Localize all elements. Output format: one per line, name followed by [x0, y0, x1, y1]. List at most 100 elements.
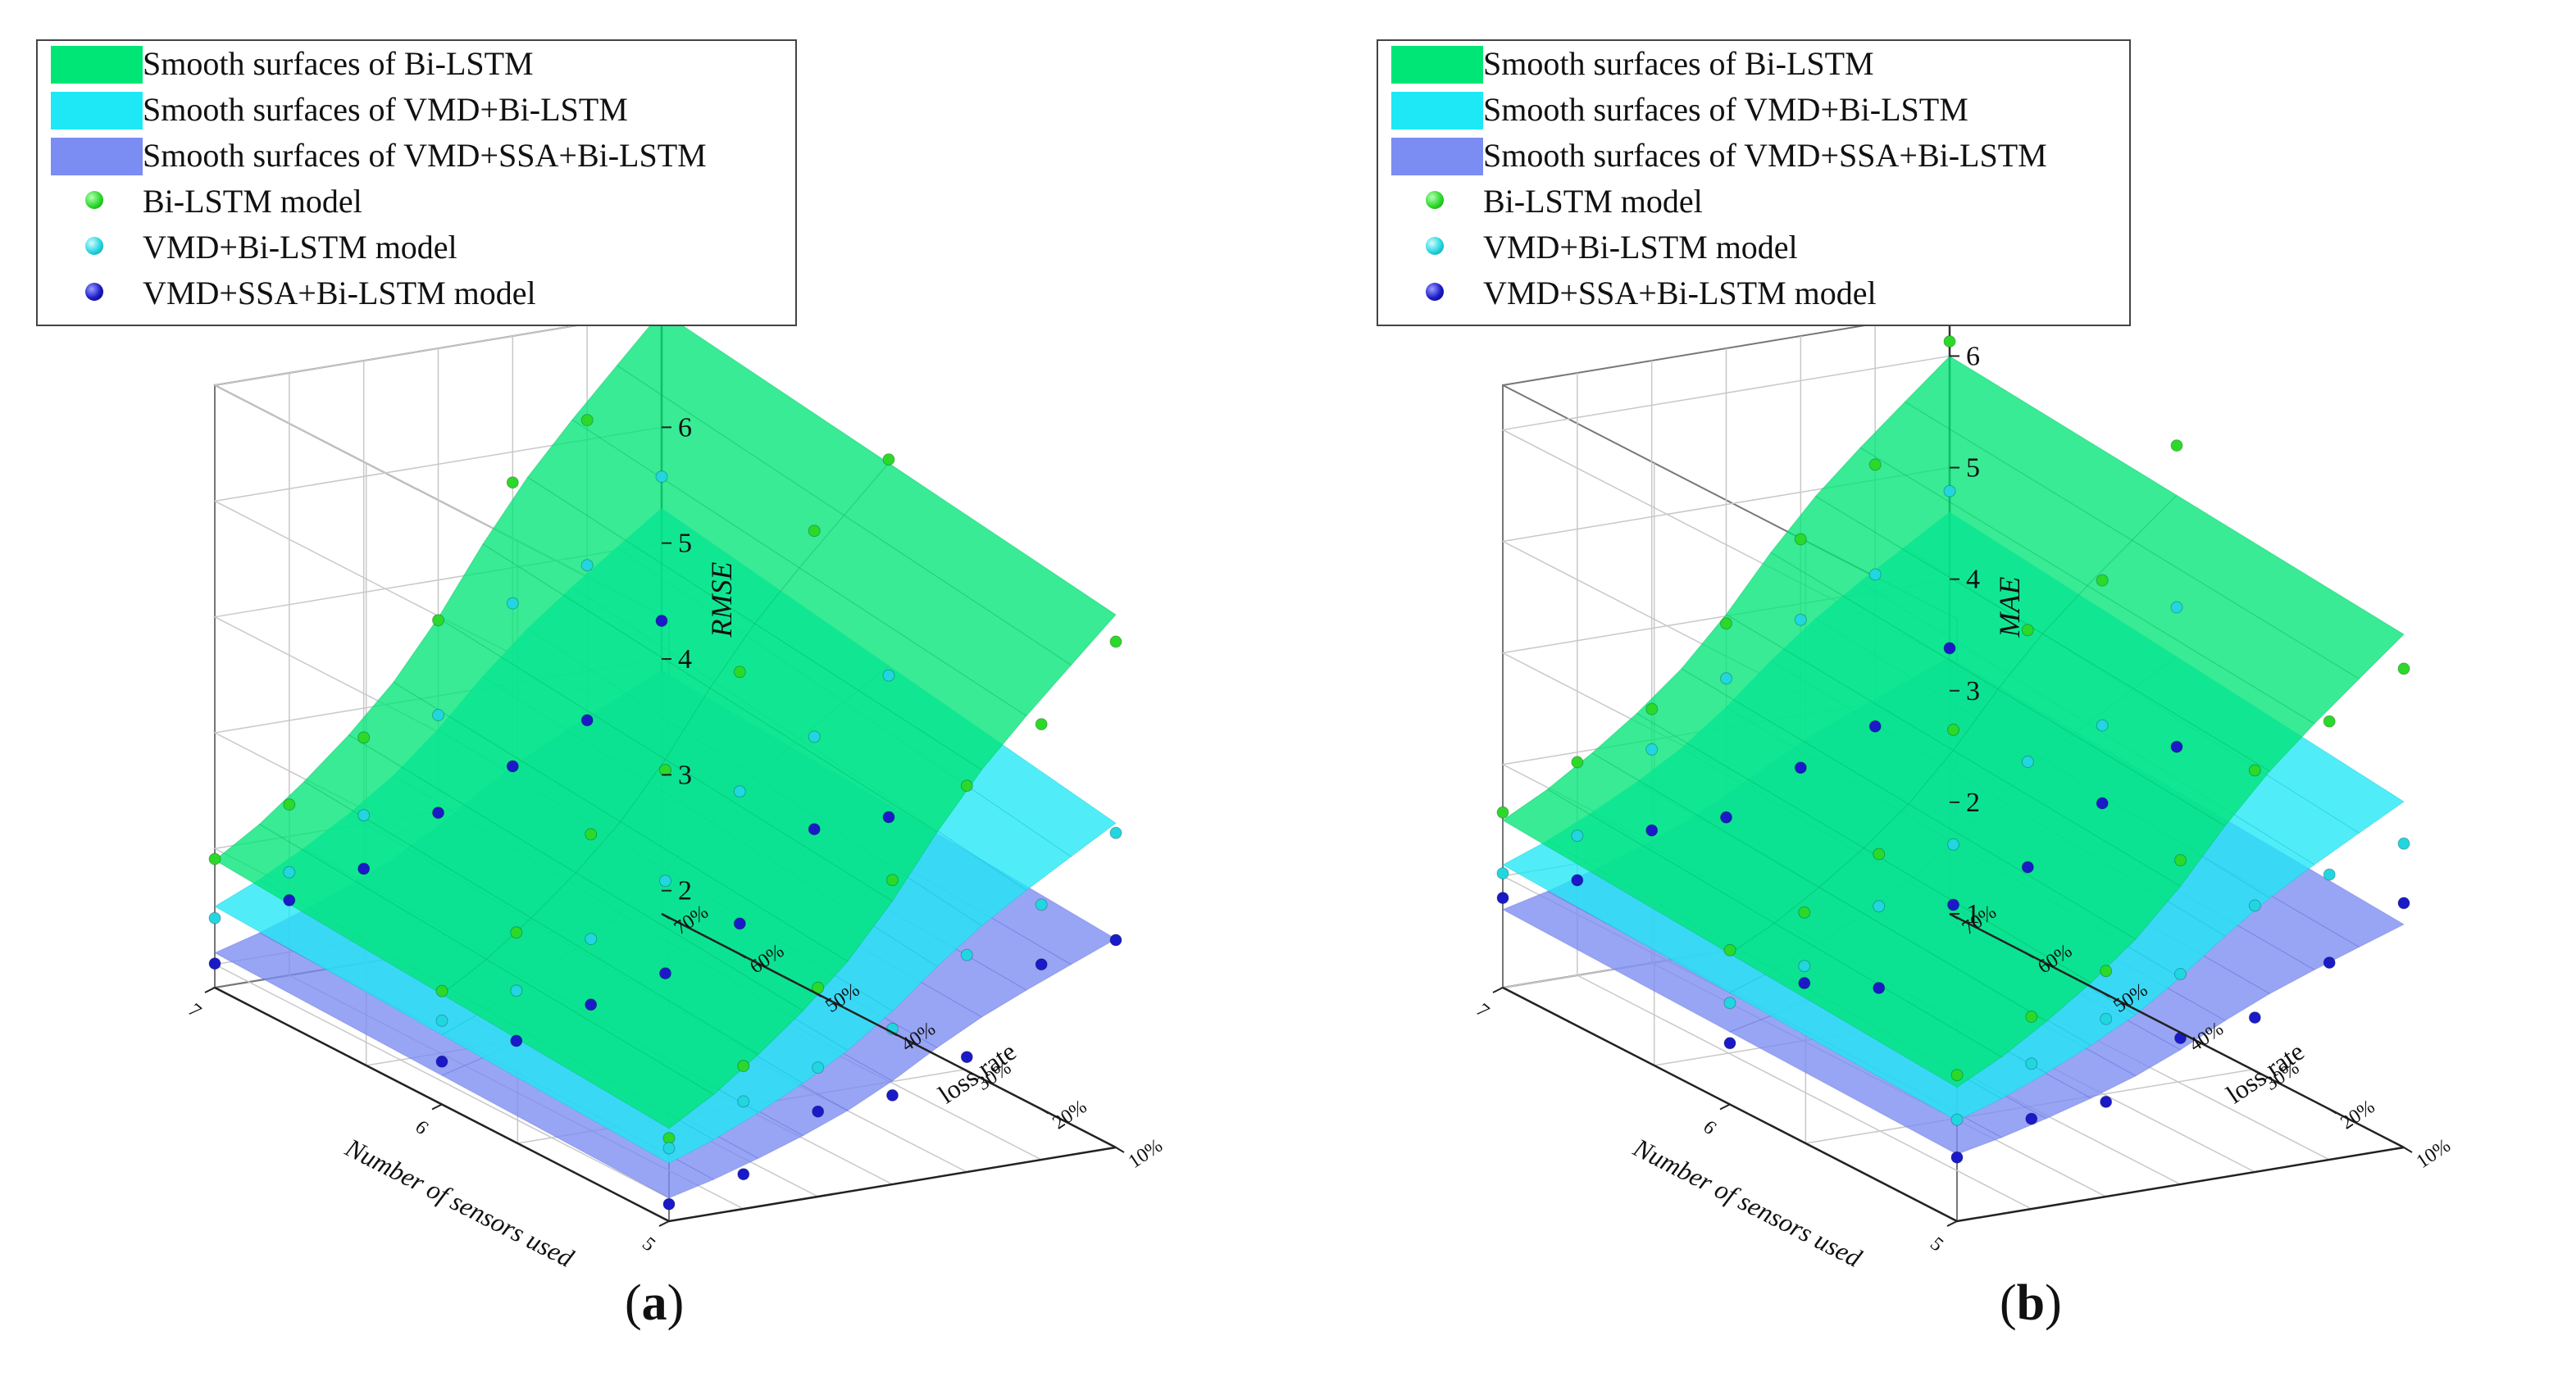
data-point	[506, 476, 519, 489]
data-point	[1035, 718, 1048, 731]
surface-swatch-icon	[51, 92, 143, 129]
data-point	[882, 669, 895, 682]
chart-a-canvas: 10%20%30%40%50%60%70%loss rate765Number …	[184, 294, 1167, 1273]
data-point	[1645, 702, 1659, 715]
data-point	[2025, 1011, 2038, 1023]
data-point	[1571, 874, 1584, 887]
sphere-marker-icon	[85, 283, 103, 301]
legend-a-label: VMD+Bi-LSTM model	[143, 229, 457, 266]
data-point	[662, 1142, 676, 1155]
surface-swatch-icon	[51, 46, 143, 84]
z-tick-label: 3	[678, 760, 692, 790]
y-axis-label: Number of sensors used	[1628, 1132, 1867, 1273]
data-point	[283, 865, 296, 879]
data-point	[886, 874, 899, 887]
z-tick-label: 2	[1966, 788, 1980, 818]
z-axis-label: MAE	[1993, 577, 2026, 638]
data-point	[1496, 806, 1509, 819]
sphere-marker-icon	[1426, 283, 1444, 301]
data-point	[2096, 719, 2109, 732]
y-tick	[658, 1220, 670, 1227]
x-tick	[736, 952, 746, 959]
y-tick	[204, 987, 216, 993]
data-point	[1794, 533, 1807, 546]
x-tick-label: 20%	[2337, 1096, 2378, 1133]
data-point	[580, 414, 594, 427]
data-point	[1950, 1113, 1964, 1126]
data-point	[357, 809, 371, 822]
data-point	[1571, 829, 1584, 843]
data-point	[737, 1095, 750, 1108]
y-tick-label: 5	[638, 1233, 659, 1256]
legend-b-item: VMD+Bi-LSTM model	[1378, 225, 2129, 270]
data-point	[2100, 1012, 2113, 1025]
data-point	[737, 1168, 750, 1181]
data-point	[1943, 335, 1956, 348]
z-tick-label: 6	[1966, 341, 1980, 371]
caption-close: )	[2045, 1275, 2062, 1331]
data-point	[737, 1060, 750, 1073]
x-axis-line	[1956, 1146, 2405, 1223]
data-point	[2397, 837, 2410, 850]
caption-letter: b	[2016, 1275, 2046, 1331]
legend-a-label: Smooth surfaces of Bi-LSTM	[143, 45, 534, 82]
legend-a-item: VMD+SSA+Bi-LSTM model	[38, 270, 795, 316]
x-tick	[2403, 1147, 2413, 1153]
chart-b-canvas: 10%20%30%40%50%60%70%loss rate765Number …	[1472, 310, 2455, 1273]
data-point	[435, 1014, 448, 1027]
data-point	[208, 911, 221, 924]
x-tick	[2176, 1029, 2186, 1037]
surface-swatch-icon	[1391, 46, 1483, 84]
data-point	[2025, 1112, 2038, 1125]
y-tick	[1946, 1220, 1958, 1227]
data-point	[283, 798, 296, 811]
data-point	[1723, 1037, 1736, 1050]
data-point	[2397, 662, 2410, 675]
data-point	[208, 957, 221, 970]
data-point	[1571, 756, 1584, 769]
data-point	[2021, 624, 2034, 637]
data-point	[733, 785, 746, 798]
data-point	[432, 709, 444, 721]
caption-a: (a)	[625, 1274, 684, 1333]
legend-a-item: Smooth surfaces of Bi-LSTM	[38, 41, 795, 87]
legend-b: Smooth surfaces of Bi-LSTM Smooth surfac…	[1377, 39, 2131, 326]
y-tick	[1492, 987, 1504, 993]
data-point	[283, 893, 296, 906]
data-point	[1873, 982, 1886, 994]
data-point	[2248, 1011, 2261, 1024]
legend-b-label: VMD+Bi-LSTM model	[1483, 229, 1798, 266]
surface-swatch-icon	[1391, 138, 1483, 175]
data-point	[1109, 826, 1122, 839]
surface-patch	[843, 462, 1117, 666]
data-point	[1868, 568, 1882, 581]
legend-b-item: Smooth surfaces of Bi-LSTM	[1378, 41, 2129, 87]
data-point	[2248, 899, 2261, 912]
data-point	[1645, 743, 1659, 756]
data-point	[812, 1061, 825, 1074]
data-point	[2174, 854, 2187, 867]
data-point	[1798, 906, 1811, 919]
y-tick-label: 6	[411, 1116, 432, 1139]
data-point	[580, 714, 594, 727]
z-tick-label: 5	[678, 529, 692, 559]
data-point	[1868, 458, 1882, 471]
data-point	[1720, 672, 1732, 685]
legend-a-item: Smooth surfaces of VMD+SSA+Bi-LSTM	[38, 133, 795, 179]
data-point	[812, 1105, 825, 1118]
legend-a-item: Bi-LSTM model	[38, 179, 795, 225]
caption-open: (	[625, 1275, 642, 1331]
data-point	[1947, 898, 1959, 911]
data-point	[1720, 617, 1732, 630]
data-point	[808, 525, 821, 538]
data-point	[208, 852, 221, 865]
x-tick-label: 10%	[2413, 1135, 2455, 1173]
z-axis-label: RMSE	[705, 562, 738, 638]
legend-a-item: Smooth surfaces of VMD+Bi-LSTM	[38, 87, 795, 133]
data-point	[1720, 811, 1732, 824]
data-point	[585, 933, 598, 946]
data-point	[580, 559, 594, 572]
data-point	[585, 828, 598, 841]
surface-swatch-icon	[1391, 92, 1483, 129]
y-tick-label: 7	[184, 1000, 205, 1023]
